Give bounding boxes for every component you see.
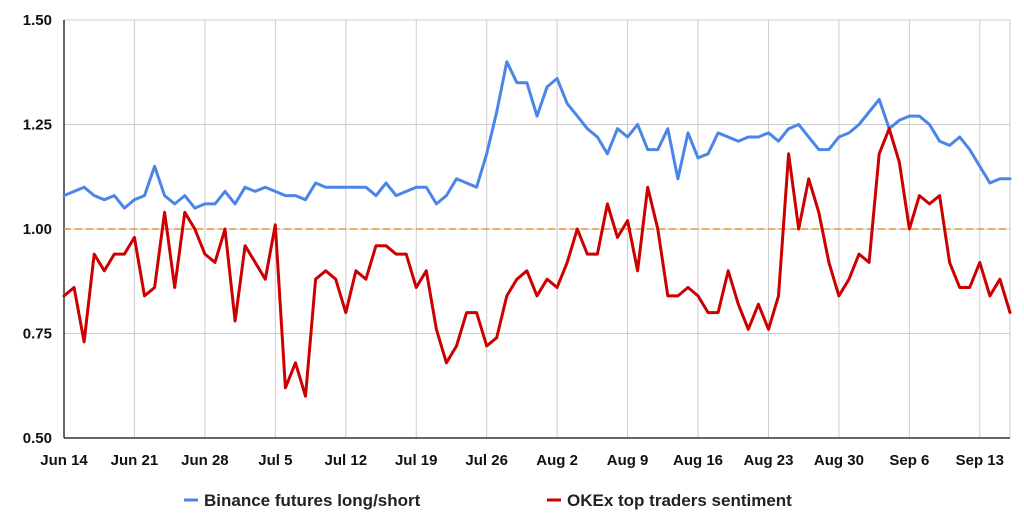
x-tick-label: Aug 16: [673, 452, 723, 469]
x-axis: Jun 14 Jun 21 Jun 28 Jul 5 Jul 12 Jul 19 Jul 2…: [40, 452, 1004, 469]
x-tick-label: Sep 13: [956, 452, 1004, 469]
y-tick-label: 1.25: [23, 117, 52, 134]
x-tick-label: Jun 14: [40, 452, 88, 469]
y-tick-label: 1.00: [23, 221, 52, 238]
x-tick-label: Aug 2: [536, 452, 578, 469]
x-tick-label: Jun 21: [111, 452, 159, 469]
legend: Binance futures long/short OKEx top trad…: [184, 491, 792, 510]
x-tick-label: Aug 30: [814, 452, 864, 469]
legend-label-binance: Binance futures long/short: [204, 491, 421, 510]
y-tick-label: 0.75: [23, 326, 52, 343]
x-tick-label: Aug 9: [607, 452, 649, 469]
x-tick-label: Aug 23: [743, 452, 793, 469]
series-line-okex: [62, 127, 1012, 398]
y-axis: 0.50 0.75 1.00 1.25 1.50: [23, 12, 52, 447]
y-tick-label: 1.50: [23, 12, 52, 29]
x-tick-label: Jun 28: [181, 452, 229, 469]
legend-label-okex: OKEx top traders sentiment: [567, 491, 792, 510]
series-lines: [62, 60, 1012, 398]
x-tick-label: Jul 26: [465, 452, 508, 469]
series-line-binance: [62, 60, 1012, 210]
x-tick-label: Jul 19: [395, 452, 438, 469]
x-tick-label: Jul 12: [325, 452, 368, 469]
x-tick-label: Sep 6: [889, 452, 929, 469]
x-tick-label: Jul 5: [258, 452, 292, 469]
y-tick-label: 0.50: [23, 430, 52, 447]
